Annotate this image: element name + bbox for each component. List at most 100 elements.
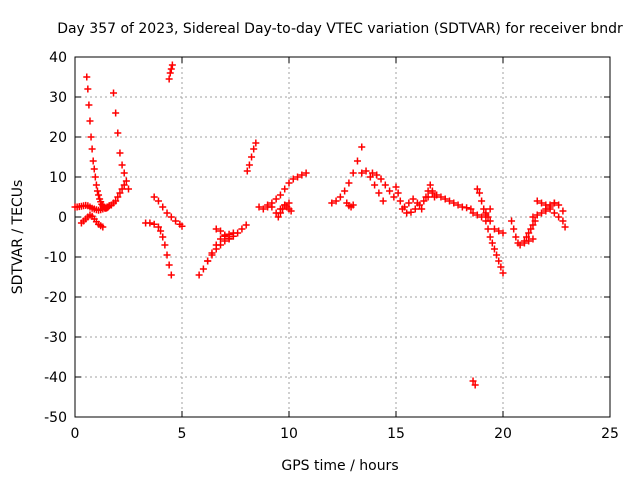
data-point [195, 271, 203, 279]
data-point [392, 183, 400, 191]
series-s21 [422, 181, 439, 201]
data-point [499, 269, 507, 277]
data-point [154, 197, 162, 205]
data-point [550, 209, 558, 217]
data-point [375, 189, 383, 197]
data-point [178, 222, 186, 230]
data-point [208, 249, 216, 257]
data-point [480, 205, 488, 213]
data-point [482, 217, 490, 225]
data-point [259, 205, 267, 213]
data-point [473, 211, 481, 219]
data-point [428, 187, 436, 195]
data-point [281, 185, 289, 193]
data-point [157, 227, 165, 235]
data-point [520, 237, 528, 245]
data-point [112, 197, 120, 205]
data-point [379, 197, 387, 205]
data-point [394, 189, 402, 197]
data-point [413, 199, 421, 207]
data-point [93, 187, 101, 195]
x-tick-label: 10 [280, 426, 298, 442]
y-axis-title: SDTVAR / TECUs [10, 180, 26, 295]
data-point [478, 197, 486, 205]
data-point [531, 217, 539, 225]
data-point [486, 233, 494, 241]
y-tick-label: 10 [49, 170, 67, 186]
data-point [85, 101, 93, 109]
data-point [212, 241, 220, 249]
data-point [437, 193, 445, 201]
data-point [407, 208, 415, 216]
x-tick-label: 0 [71, 426, 80, 442]
data-point [302, 169, 310, 177]
data-point [533, 197, 541, 205]
series-s19 [392, 183, 475, 217]
data-point [279, 205, 287, 213]
series-s20 [401, 195, 426, 213]
data-point [243, 167, 251, 175]
data-point [298, 171, 306, 179]
data-point [91, 173, 99, 181]
data-point [467, 205, 475, 213]
data-point [469, 377, 477, 385]
series-s8 [195, 221, 250, 279]
data-point [546, 203, 554, 211]
y-tick-label: 20 [49, 130, 67, 146]
data-point [167, 271, 175, 279]
data-point [349, 201, 357, 209]
y-tick-label: 0 [58, 210, 67, 226]
data-point [87, 133, 95, 141]
data-point [99, 223, 107, 231]
x-tick-label: 5 [178, 426, 187, 442]
data-point [165, 261, 173, 269]
data-point [349, 169, 357, 177]
data-point [441, 195, 449, 203]
plot-frame [74, 56, 611, 418]
data-point [523, 233, 531, 241]
series-s2 [83, 73, 113, 212]
data-point [488, 239, 496, 247]
data-point [401, 203, 409, 211]
series-s29 [533, 197, 569, 231]
data-point [529, 221, 537, 229]
data-point [450, 199, 458, 207]
series-s14 [274, 201, 295, 221]
series-s15 [328, 143, 366, 207]
data-point [89, 157, 97, 165]
data-point [328, 199, 336, 207]
data-point [274, 213, 282, 221]
data-point [390, 193, 398, 201]
y-tick-label: -30 [44, 330, 67, 346]
data-point [166, 69, 174, 77]
data-point [497, 263, 505, 271]
data-point [426, 181, 434, 189]
data-point [88, 145, 96, 153]
data-point [341, 187, 349, 195]
grid [75, 57, 610, 417]
data-point [529, 235, 537, 243]
data-point [336, 193, 344, 201]
data-point [516, 241, 524, 249]
data-point [538, 209, 546, 217]
data-point [105, 202, 113, 210]
data-point [245, 161, 253, 169]
data-points [71, 61, 569, 389]
data-point [373, 171, 381, 179]
data-point [276, 209, 284, 217]
data-point [386, 187, 394, 195]
data-point [527, 225, 535, 233]
data-point [294, 173, 302, 181]
data-point [512, 233, 520, 241]
data-point [550, 199, 558, 207]
data-point [533, 211, 541, 219]
data-point [362, 167, 370, 175]
series-s3 [77, 211, 107, 231]
data-point [332, 197, 340, 205]
data-point [463, 204, 471, 212]
data-point [163, 251, 171, 259]
data-point [542, 201, 550, 209]
data-point [358, 143, 366, 151]
data-point [112, 109, 120, 117]
data-point [366, 173, 374, 181]
